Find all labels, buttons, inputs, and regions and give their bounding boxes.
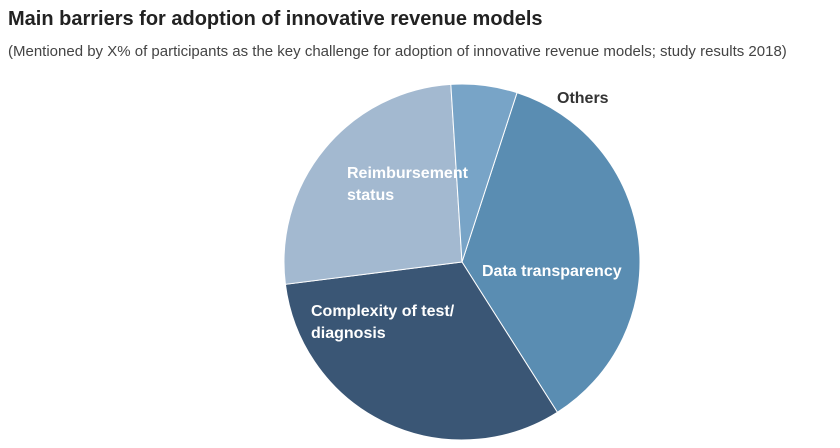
slice-label-line: diagnosis: [311, 325, 386, 342]
pie-slice-complexity-of-test-diagnosis: [284, 261, 559, 441]
pie-labels: Data transparency Complexity of test/diag…: [311, 90, 622, 342]
slice-label-data-transparency: Data transparency: [482, 263, 622, 280]
slice-label-line: Data transparency: [482, 263, 622, 280]
pie-slice-data-transparency: [461, 92, 641, 413]
slice-label-line: Others: [557, 90, 609, 107]
slice-label-line: Complexity of test/: [311, 303, 455, 320]
slice-label-reimbursement-status: Reimbursement status: [347, 165, 469, 204]
chart-title: Main barriers for adoption of innovative…: [8, 8, 543, 30]
chart-subtitle: (Mentioned by X% of participants as the …: [8, 43, 787, 60]
slice-label-line: Reimbursement: [347, 165, 469, 182]
slice-label-others: Others: [557, 90, 609, 107]
slice-label-complexity-of-test-diagnosis: Complexity of test/diagnosis: [311, 303, 455, 342]
pie-slice-others: [450, 83, 518, 263]
pie-slices: [283, 83, 641, 441]
slice-label-line: status: [347, 187, 394, 204]
pie-slice-reimbursement-status: [283, 83, 463, 285]
